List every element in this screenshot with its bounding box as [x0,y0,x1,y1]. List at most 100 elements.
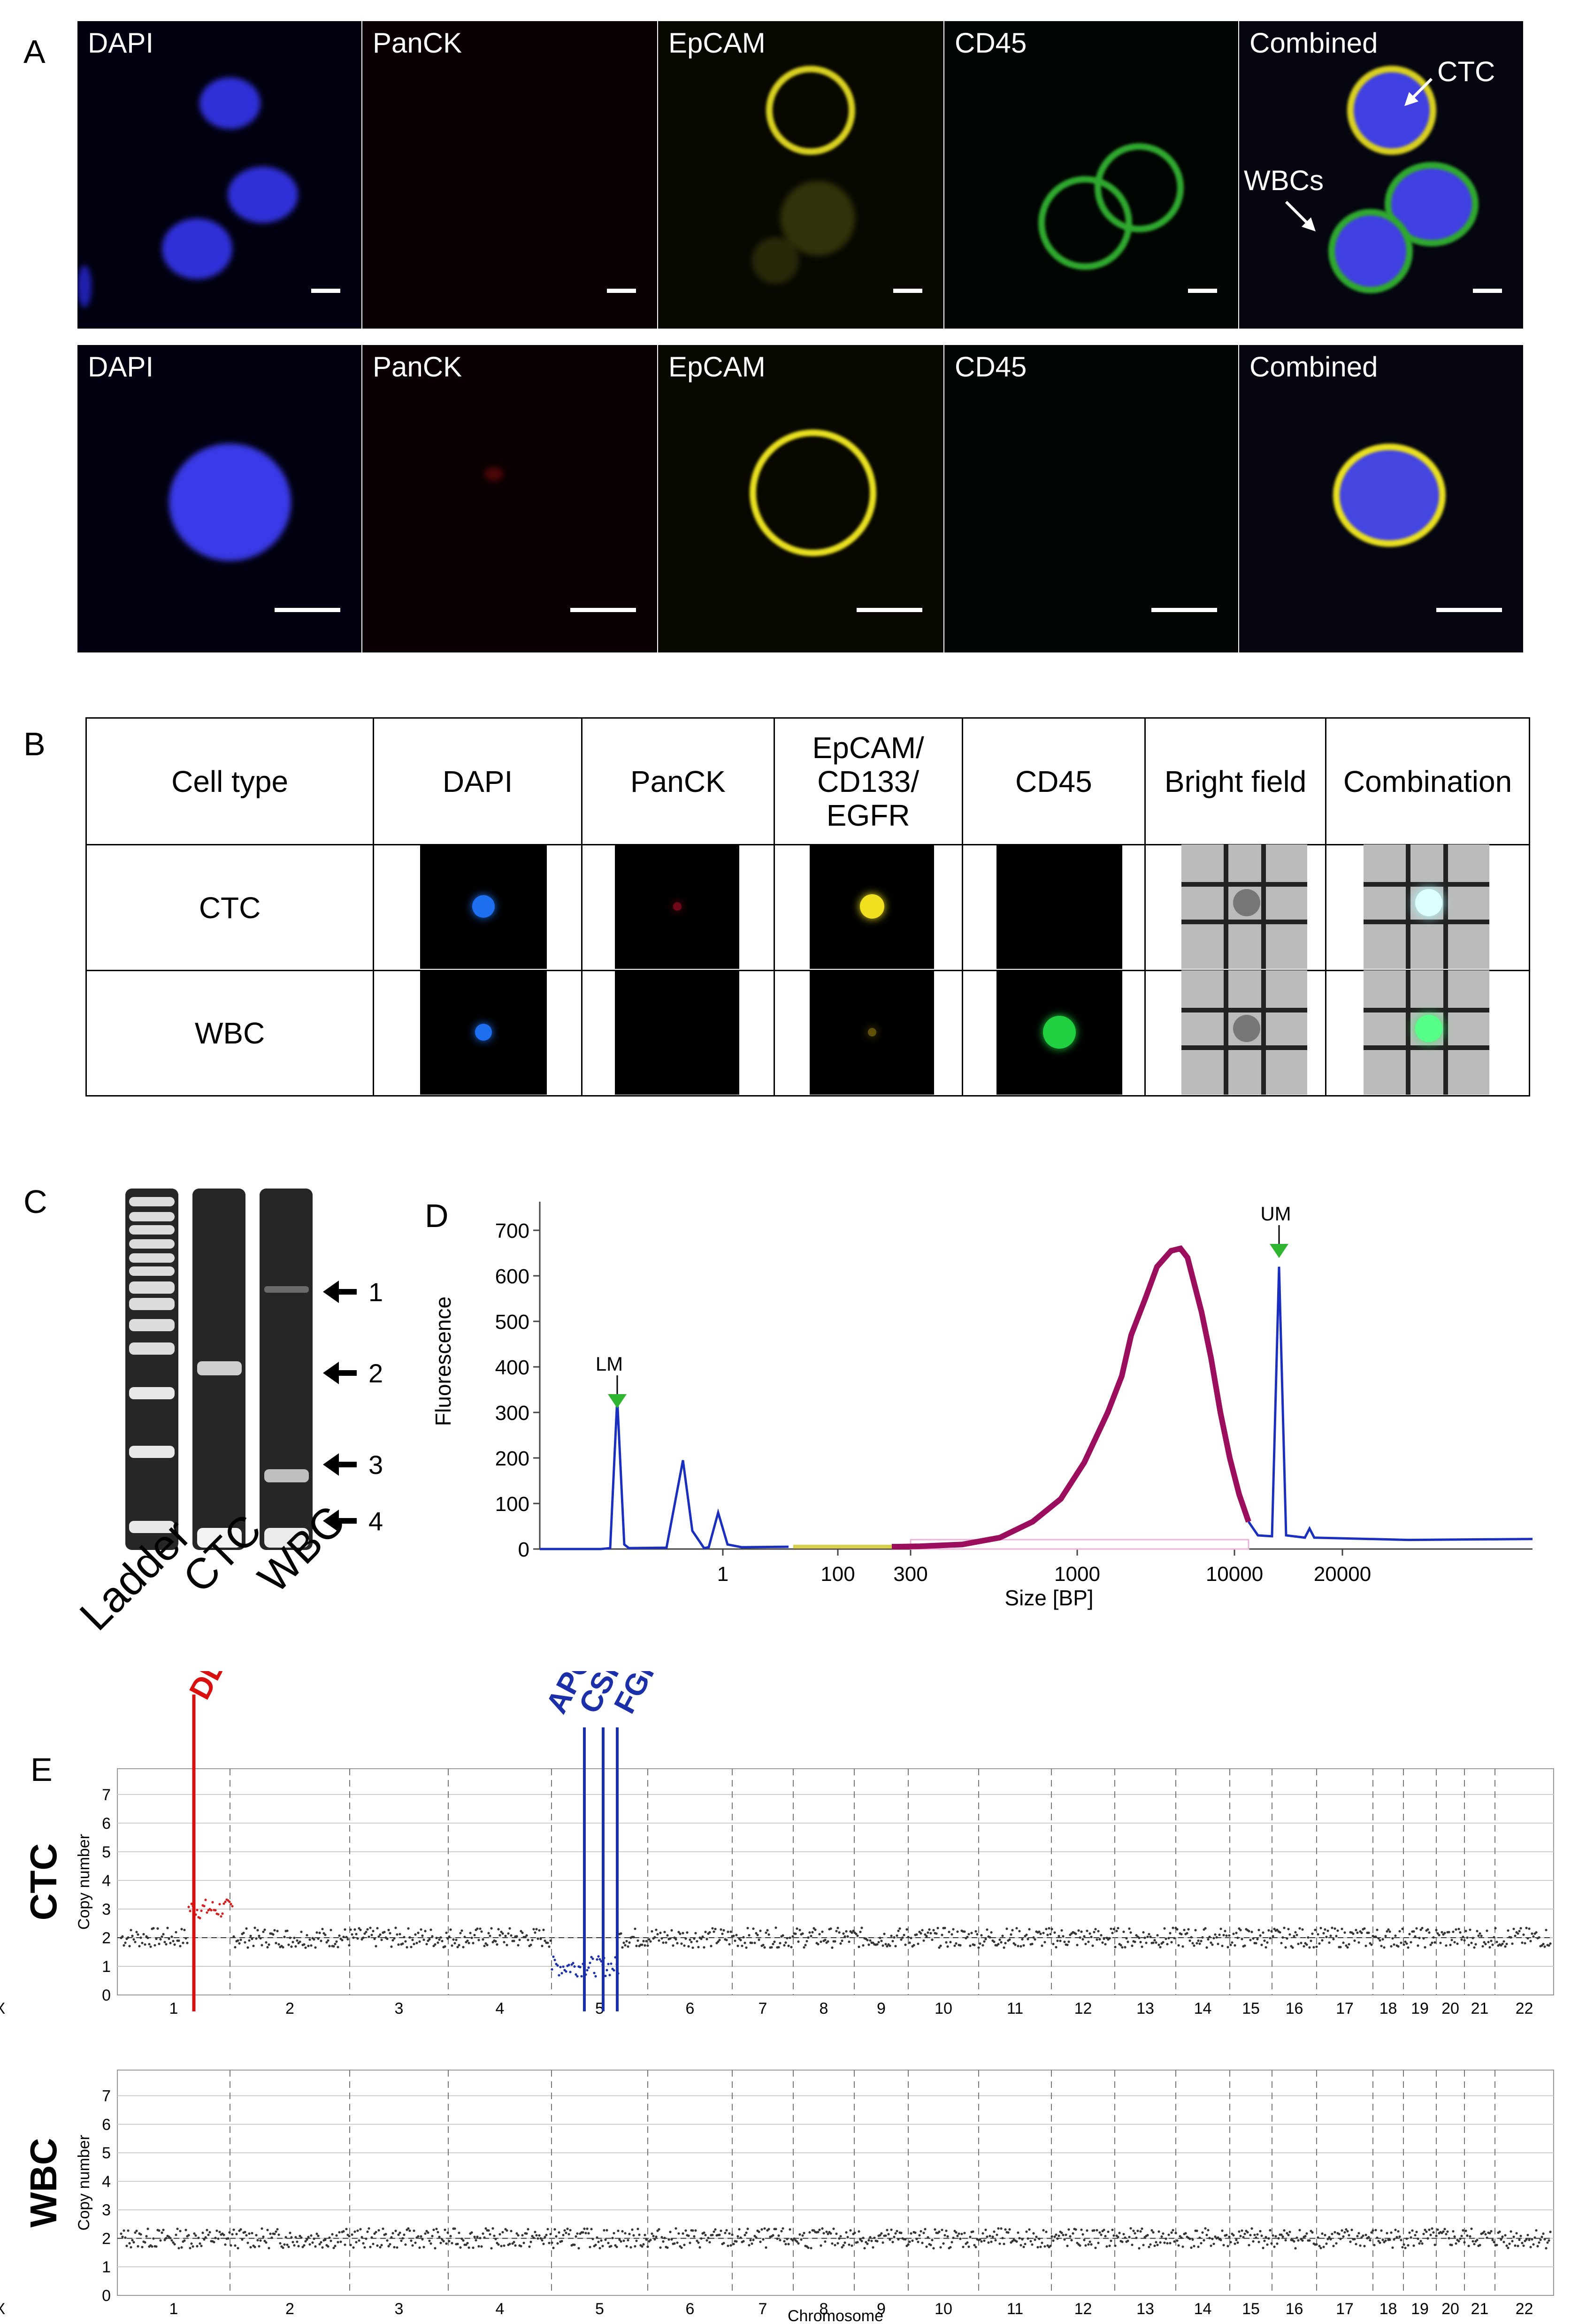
cn-point [1053,1931,1056,1934]
cn-point [851,1931,853,1934]
cn-point [321,1927,324,1931]
cn-point [803,2232,805,2234]
cn-point [200,2245,203,2247]
cn-point [261,2227,263,2230]
cn-point [491,1941,494,1944]
cn-point [1339,2238,1342,2240]
cn-point [680,2246,683,2249]
cn-point [644,2233,646,2236]
cn-point [646,1944,649,1947]
cn-point [1255,2236,1257,2239]
y-tick-label: 500 [495,1311,529,1334]
cn-point [852,1930,855,1933]
cn-point [729,1930,732,1933]
cn-point [501,1932,504,1935]
cn-point [200,1910,203,1912]
cn-point [628,2232,631,2235]
cn-point [421,2238,424,2241]
y-tick-label: 2 [102,2230,111,2247]
cn-point [366,1928,369,1931]
cn-point [718,1939,721,1941]
scale-bar [1436,608,1502,612]
cn-point [239,2228,242,2231]
cn-point [360,1938,363,1941]
cn-point [1221,1944,1224,1948]
cn-point [1349,2240,1352,2243]
cn-point [997,2227,1000,2230]
cn-point [1469,2235,1471,2238]
cn-point [684,1937,687,1940]
cn-point [1119,1944,1122,1947]
chromosome-label: X [0,2300,5,2318]
cn-point [1283,2229,1286,2232]
cn-point [748,2244,751,2247]
cn-point [1549,2231,1552,2233]
cn-point [158,1942,161,1945]
cn-point [1173,2240,1176,2243]
cn-point [1153,1939,1156,1942]
cn-point [1374,1935,1377,1938]
cn-point [193,2232,196,2235]
chromosome-label: 9 [877,2300,886,2318]
header-dapi: DAPI [373,717,582,845]
cn-point [614,2244,617,2247]
cn-point [1122,2232,1125,2236]
cn-point [1377,1937,1380,1940]
cn-point [1338,2232,1341,2236]
cn-point [1493,2240,1495,2244]
cn-point [1479,2244,1481,2247]
cn-point [1262,2247,1264,2249]
cn-point [1032,1936,1035,1939]
cn-point [208,2231,211,2234]
cn-point [315,1931,318,1934]
cn-point [860,1926,863,1929]
cn-point [1103,2228,1105,2232]
cn-point [576,1975,579,1978]
cn-point [652,2234,655,2238]
cn-point [144,2241,146,2244]
cn-point [979,1942,981,1945]
cn-point [318,2243,321,2246]
cn-point [418,2246,421,2249]
cn-point [1128,1927,1131,1930]
chromosome-label: 3 [395,2300,404,2318]
cn-point [293,2244,296,2247]
cn-point [1336,1929,1339,1932]
cn-point [1543,1945,1546,1948]
cn-point [307,1945,310,1948]
cn-point [1308,2239,1311,2242]
cn-point [429,1928,432,1931]
cn-point [1436,1932,1439,1935]
cn-point [538,2234,541,2237]
cn-point [273,2232,276,2235]
cn-point [1112,1927,1115,1931]
gel-band [129,1281,175,1294]
cn-point [1257,2240,1260,2243]
cn-point [890,2228,893,2231]
cn-point [610,1962,613,1965]
cn-point [1188,1939,1191,1942]
cn-point [486,1944,489,1947]
cn-point [1479,1932,1481,1935]
cn-point [483,1945,486,1948]
cn-point [313,1938,315,1941]
cn-point [498,2233,501,2236]
cn-point [590,2228,593,2231]
cn-point [663,2237,666,2240]
cn-point [763,2227,766,2230]
cn-point [244,1941,246,1944]
cn-point [1303,1945,1305,1948]
cn-point [986,1928,989,1931]
cn-point [952,1928,955,1931]
cn-point [952,2236,955,2240]
cn-point [199,1917,201,1919]
cn-point [1039,2246,1042,2248]
cn-point [515,1935,518,1938]
cn-point [1107,2230,1110,2233]
cn-point [135,2229,138,2232]
cn-point [751,2242,753,2245]
cn-point [1321,2232,1324,2235]
cn-point [1476,2239,1479,2241]
cn-point [1519,1927,1522,1930]
cn-point [1455,1928,1457,1931]
